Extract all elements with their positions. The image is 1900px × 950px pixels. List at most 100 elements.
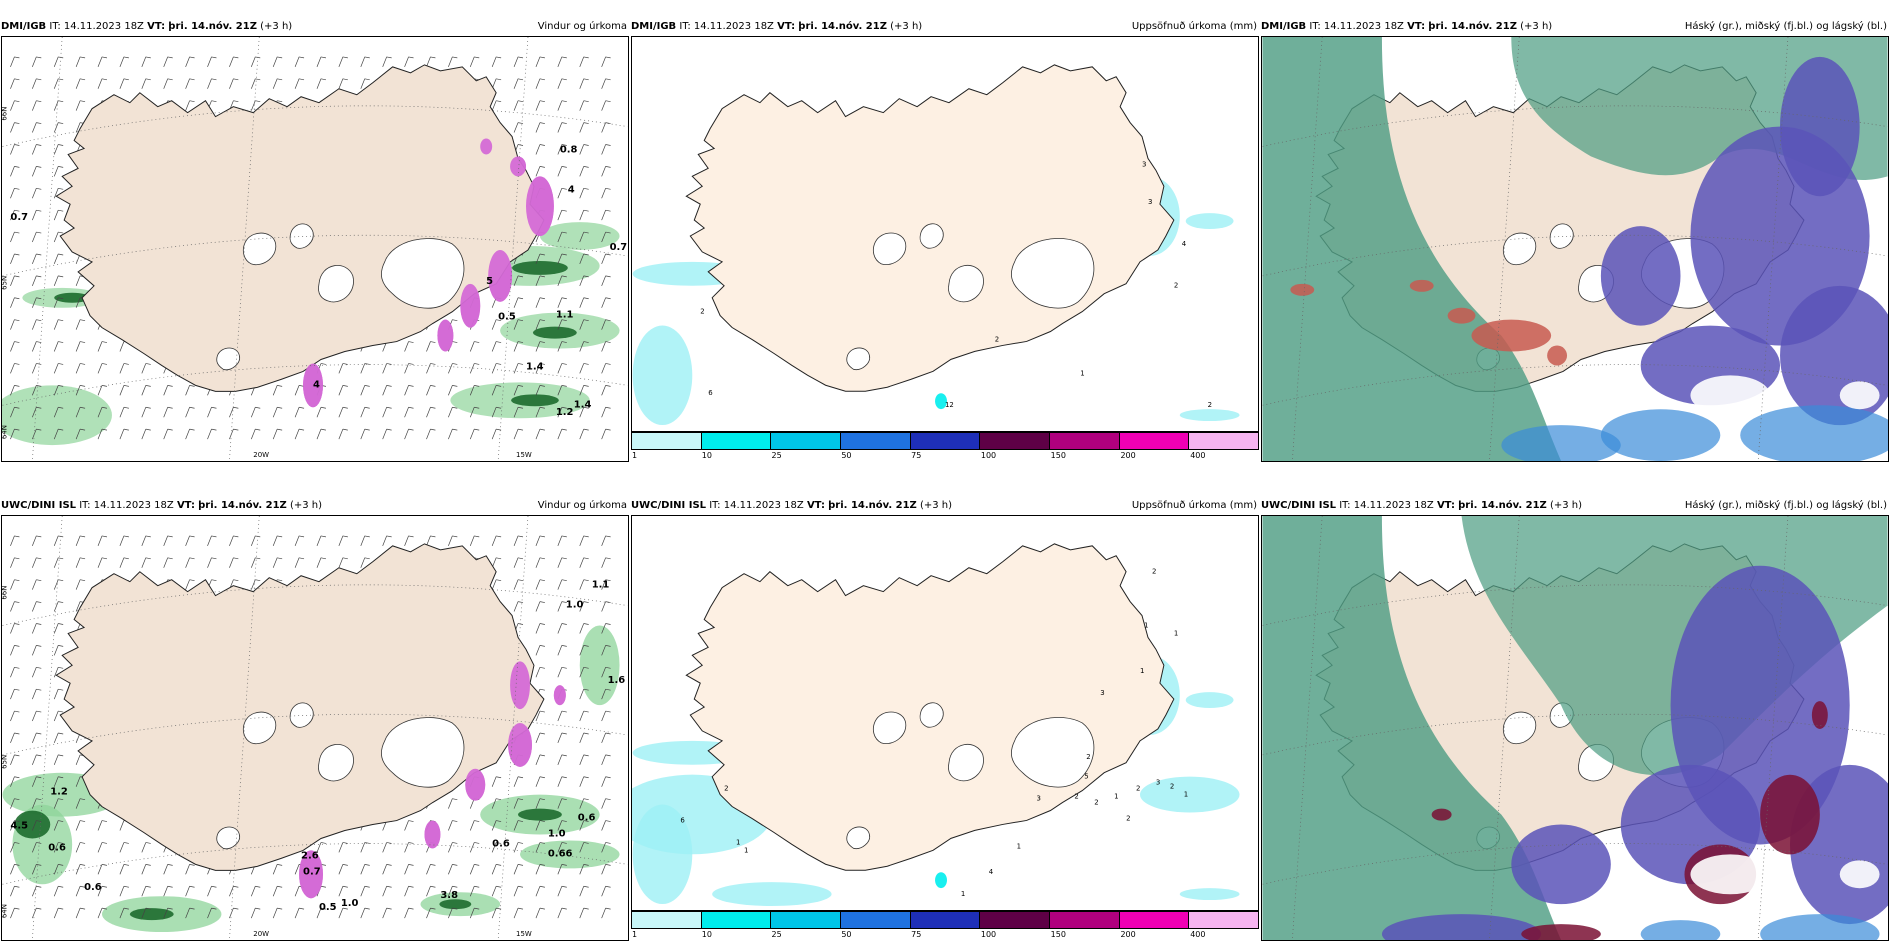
panel-header: DMI/IGB IT: 14.11.2023 18Z VT: þri. 14.n…	[631, 18, 1259, 36]
panel-header: DMI/IGB IT: 14.11.2023 18Z VT: þri. 14.n…	[1261, 18, 1889, 36]
wind-barb	[53, 166, 64, 177]
accum-value: 2	[1170, 783, 1174, 791]
wind-barb	[185, 557, 195, 568]
wind-barb	[250, 907, 261, 919]
wind-barb	[557, 842, 567, 853]
glacier	[872, 232, 907, 266]
precip-area	[129, 908, 174, 921]
wind-barb	[32, 688, 42, 700]
wind-precip-value: 1.0	[566, 600, 584, 611]
wind-barb	[535, 56, 545, 67]
colorbar-swatch	[1050, 912, 1120, 928]
wind-barb	[75, 557, 86, 568]
wind-barb	[338, 56, 348, 67]
lon-label: 15W	[516, 930, 532, 938]
clear-area	[1839, 860, 1880, 889]
wind-precip-value: 5	[486, 276, 493, 287]
wind-barb	[32, 428, 42, 440]
wind-barb	[272, 885, 283, 897]
accum-value: 12	[945, 401, 954, 409]
wind-precip-value: 0.6	[492, 838, 510, 849]
wind-precip-value: 1.2	[556, 407, 574, 418]
low-cloud-area	[1501, 425, 1621, 461]
wind-barb	[294, 535, 305, 546]
map-area[interactable]	[1261, 36, 1889, 462]
wind-barb	[601, 798, 611, 809]
wind-barb	[53, 297, 64, 308]
glacier	[216, 826, 240, 850]
wind-barb	[272, 907, 283, 919]
model-name: DMI/IGB	[1, 21, 47, 32]
wind-barb	[10, 864, 20, 875]
accum-value: 1	[1144, 621, 1148, 629]
wind-barb	[491, 428, 502, 440]
wind-barb	[119, 56, 129, 67]
colorbar-label: 50	[841, 930, 852, 939]
colorbar-row	[631, 911, 1259, 929]
wind-barb	[32, 231, 42, 243]
map-area[interactable]: 20W 15W 66N 65N 64N 0.7 0.7 1.4 0.5 1.1 1.4 1.2 0.8 4…	[1, 36, 629, 462]
wind-barb	[557, 187, 567, 199]
wind-barb	[448, 428, 458, 440]
wind-barb	[294, 428, 305, 440]
wind-barb	[469, 885, 480, 897]
wind-barb	[491, 363, 502, 374]
map-area[interactable]: 20W 15W 66N 65N 64N 1.1 1.0 1.6 4.5 0.6 0.6 1.2 0.6 1…	[1, 515, 629, 941]
lead-time: (+3 h)	[1520, 21, 1553, 32]
wind-barb	[185, 406, 195, 418]
colorbar-label: 75	[911, 451, 922, 460]
wind-barb	[448, 385, 458, 396]
wind-barb	[469, 428, 480, 440]
wind-barb	[491, 406, 502, 418]
map-area[interactable]	[1261, 515, 1889, 941]
wind-barb	[579, 842, 589, 853]
wind-precip-value: 0.6	[48, 842, 66, 853]
wind-barb	[10, 385, 20, 396]
accum-value: 1	[744, 846, 748, 854]
wind-barb	[53, 231, 64, 243]
clear-area	[1690, 854, 1771, 895]
wind-barb	[601, 275, 611, 286]
wind-barb	[53, 78, 64, 89]
wind-barb	[75, 798, 86, 809]
wind-barb	[185, 535, 195, 546]
wind-barb	[53, 253, 64, 265]
wind-barb	[185, 885, 195, 897]
wind-barb	[513, 122, 524, 133]
wind-barb	[185, 428, 195, 440]
wind-barb	[426, 535, 436, 546]
wind-barb	[579, 645, 589, 656]
wind-barb	[250, 557, 261, 568]
panel-header: DMI/IGB IT: 14.11.2023 18Z VT: þri. 14.n…	[1, 18, 629, 36]
panel-title: Uppsöfnuð úrkoma (mm)	[1131, 500, 1257, 511]
wind-barb	[448, 406, 458, 418]
wind-barb	[316, 406, 327, 418]
it-label: IT:	[679, 21, 691, 32]
wind-precip-value: 2.6	[301, 850, 319, 861]
lat-label: 65N	[2, 276, 8, 290]
wind-barb	[53, 579, 64, 590]
wind-barb	[53, 666, 64, 678]
wind-barb	[250, 579, 261, 590]
wind-barb	[360, 78, 370, 89]
cloud-layer	[1262, 516, 1888, 940]
wind-barb	[53, 820, 64, 831]
map-area[interactable]: 3 2 6 3 4 2 2 1 12 2	[631, 36, 1259, 432]
colorbar-swatch	[701, 912, 772, 928]
wind-precip-value: 0.8	[560, 144, 578, 155]
wind-barb	[404, 406, 414, 418]
graticule	[2, 516, 628, 940]
colorbar-swatch	[910, 912, 981, 928]
wind-barb	[141, 535, 151, 546]
wind-barb	[10, 231, 20, 243]
colorbar-label: 150	[1050, 451, 1066, 460]
colorbar-label: 200	[1120, 930, 1136, 939]
snow-area	[465, 768, 486, 801]
graticule	[1262, 37, 1888, 461]
wind-barb	[513, 907, 524, 919]
wind-barb	[535, 842, 545, 853]
wind-barb	[601, 842, 611, 853]
colorbar-swatch	[841, 433, 911, 449]
map-area[interactable]: 2111352621122123212314132121	[631, 515, 1259, 911]
red-cloud-area	[1471, 319, 1552, 352]
